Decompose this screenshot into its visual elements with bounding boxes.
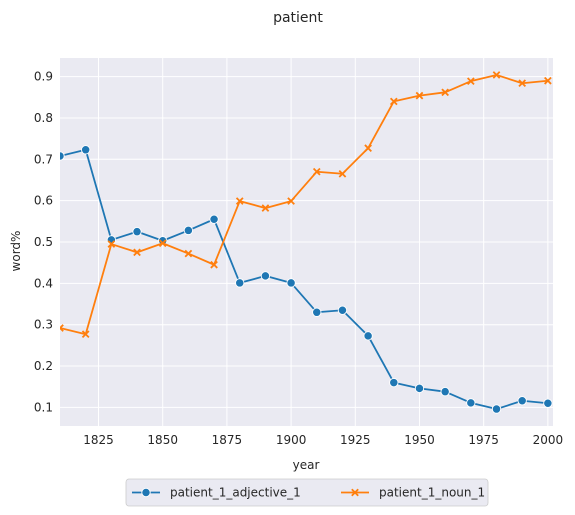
x-tick-label: 2000 — [533, 433, 564, 447]
legend: patient_1_adjective_1 patient_1_noun_1 — [126, 479, 488, 506]
data-point — [236, 279, 244, 287]
x-tick-label: 1925 — [340, 433, 371, 447]
y-tick-label: 0.2 — [34, 359, 53, 373]
data-point — [441, 387, 449, 395]
y-tick-label: 0.7 — [34, 152, 53, 166]
data-point — [390, 378, 398, 386]
data-point — [313, 308, 321, 316]
legend-label: patient_1_noun_1 — [379, 486, 485, 500]
chart-title: patient — [273, 10, 323, 26]
y-tick-label: 0.9 — [34, 70, 53, 84]
data-point — [467, 399, 475, 407]
data-point — [415, 384, 423, 392]
x-tick-label: 1975 — [468, 433, 499, 447]
data-point — [210, 215, 218, 223]
data-point — [287, 279, 295, 287]
y-tick-label: 0.3 — [34, 318, 53, 332]
x-tick-label: 1850 — [147, 433, 178, 447]
y-tick-label: 0.5 — [34, 235, 53, 249]
data-point — [81, 146, 89, 154]
data-point — [364, 332, 372, 340]
x-tick-label: 1875 — [212, 433, 243, 447]
data-point — [544, 399, 552, 407]
legend-label: patient_1_adjective_1 — [170, 486, 301, 500]
data-point — [261, 272, 269, 280]
y-axis-label: word% — [9, 231, 23, 272]
x-tick-label: 1900 — [276, 433, 307, 447]
y-tick-label: 0.4 — [34, 276, 53, 290]
data-point — [492, 405, 500, 413]
data-point — [133, 227, 141, 235]
x-axis-label: year — [293, 458, 320, 472]
data-point — [338, 306, 346, 314]
data-point — [518, 397, 526, 405]
legend-marker — [142, 488, 150, 496]
y-tick-label: 0.1 — [34, 400, 53, 414]
x-tick-label: 1950 — [404, 433, 435, 447]
y-tick-label: 0.8 — [34, 111, 53, 125]
data-point — [56, 152, 64, 160]
data-point — [184, 226, 192, 234]
y-axis-ticks: 0.1 0.2 0.3 0.4 0.5 0.6 0.7 0.8 0.9 — [34, 70, 53, 415]
x-tick-label: 1825 — [83, 433, 114, 447]
x-axis-ticks: 1825 1850 1875 1900 1925 1950 1975 2000 — [83, 433, 563, 447]
y-tick-label: 0.6 — [34, 194, 53, 208]
